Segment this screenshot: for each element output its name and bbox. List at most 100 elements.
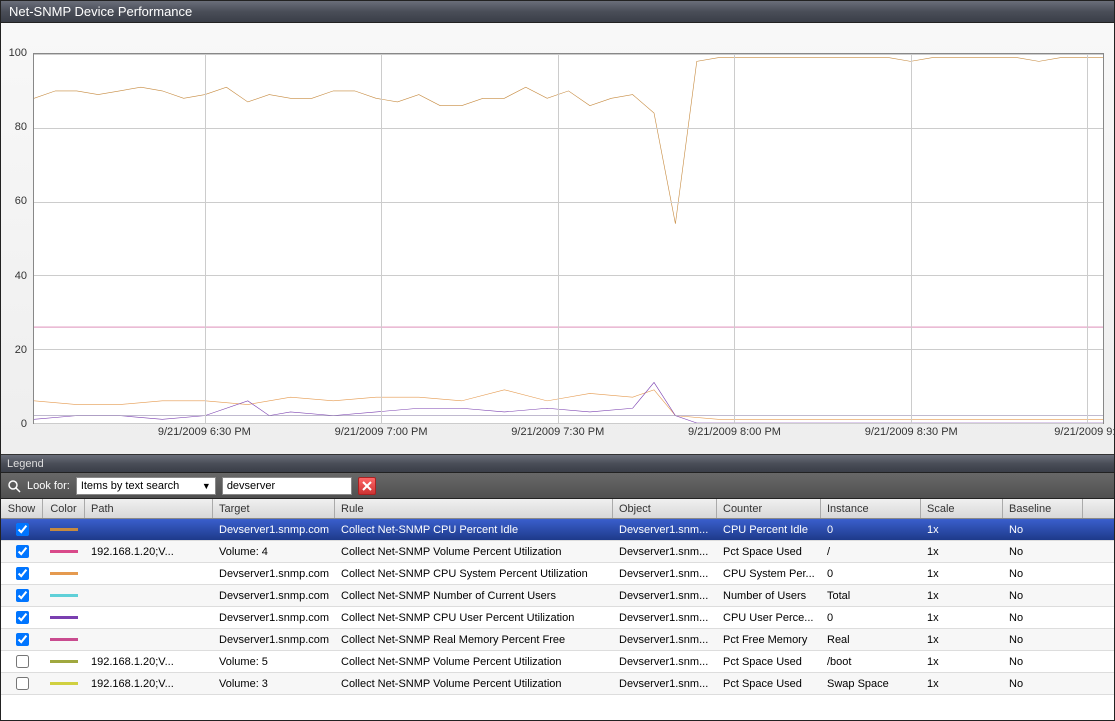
gridline bbox=[34, 423, 1103, 424]
cell-color bbox=[43, 592, 85, 599]
search-input[interactable] bbox=[222, 477, 352, 495]
show-checkbox[interactable] bbox=[16, 567, 29, 580]
show-checkbox[interactable] bbox=[16, 545, 29, 558]
color-swatch bbox=[50, 638, 78, 641]
y-tick-label: 0 bbox=[21, 418, 27, 430]
cell-scale: 1x bbox=[921, 566, 1003, 582]
cell-counter: CPU Percent Idle bbox=[717, 522, 821, 538]
th-object[interactable]: Object bbox=[613, 499, 717, 518]
cell-scale: 1x bbox=[921, 676, 1003, 692]
th-show[interactable]: Show bbox=[1, 499, 43, 518]
clear-search-button[interactable] bbox=[358, 477, 376, 495]
cell-rule: Collect Net-SNMP Real Memory Percent Fre… bbox=[335, 632, 613, 648]
cell-instance: / bbox=[821, 544, 921, 560]
chevron-down-icon: ▼ bbox=[202, 481, 211, 491]
cell-counter: Pct Free Memory bbox=[717, 632, 821, 648]
series-cpu-system bbox=[34, 390, 1103, 420]
table-row[interactable]: 192.168.1.20;V...Volume: 3Collect Net-SN… bbox=[1, 673, 1114, 695]
cell-scale: 1x bbox=[921, 632, 1003, 648]
gridline bbox=[34, 202, 1103, 203]
cell-path bbox=[85, 594, 213, 598]
legend-label: Legend bbox=[7, 458, 44, 470]
cell-object: Devserver1.snm... bbox=[613, 610, 717, 626]
cell-scale: 1x bbox=[921, 610, 1003, 626]
cell-object: Devserver1.snm... bbox=[613, 566, 717, 582]
cell-rule: Collect Net-SNMP CPU System Percent Util… bbox=[335, 566, 613, 582]
th-target[interactable]: Target bbox=[213, 499, 335, 518]
cell-color bbox=[43, 658, 85, 665]
table-row[interactable]: Devserver1.snmp.comCollect Net-SNMP Numb… bbox=[1, 585, 1114, 607]
gridline bbox=[34, 54, 1103, 55]
show-checkbox[interactable] bbox=[16, 589, 29, 602]
th-path[interactable]: Path bbox=[85, 499, 213, 518]
cell-baseline: No bbox=[1003, 676, 1083, 692]
table-row[interactable]: Devserver1.snmp.comCollect Net-SNMP CPU … bbox=[1, 563, 1114, 585]
cell-path bbox=[85, 528, 213, 532]
cell-instance: /boot bbox=[821, 654, 921, 670]
cell-target: Devserver1.snmp.com bbox=[213, 588, 335, 604]
cell-instance: Real bbox=[821, 632, 921, 648]
x-axis: 9/21/2009 6:30 PM9/21/2009 7:00 PM9/21/2… bbox=[33, 426, 1104, 444]
cell-color bbox=[43, 570, 85, 577]
th-baseline[interactable]: Baseline bbox=[1003, 499, 1083, 518]
search-select-value: Items by text search bbox=[81, 480, 179, 492]
cell-counter: Pct Space Used bbox=[717, 676, 821, 692]
cell-rule: Collect Net-SNMP Volume Percent Utilizat… bbox=[335, 654, 613, 670]
x-gridline bbox=[558, 54, 559, 423]
show-checkbox[interactable] bbox=[16, 523, 29, 536]
gridline bbox=[34, 275, 1103, 276]
th-rule[interactable]: Rule bbox=[335, 499, 613, 518]
y-tick-label: 100 bbox=[9, 47, 27, 59]
x-tick-label: 9/21/2009 7:00 PM bbox=[335, 426, 428, 438]
cell-target: Devserver1.snmp.com bbox=[213, 566, 335, 582]
y-tick-label: 40 bbox=[15, 270, 27, 282]
show-checkbox[interactable] bbox=[16, 633, 29, 646]
th-scale[interactable]: Scale bbox=[921, 499, 1003, 518]
table-header: Show Color Path Target Rule Object Count… bbox=[1, 499, 1114, 519]
table-row[interactable]: Devserver1.snmp.comCollect Net-SNMP CPU … bbox=[1, 519, 1114, 541]
cell-object: Devserver1.snm... bbox=[613, 544, 717, 560]
cell-scale: 1x bbox=[921, 654, 1003, 670]
cell-instance: Total bbox=[821, 588, 921, 604]
x-gridline bbox=[911, 54, 912, 423]
x-gridline bbox=[734, 54, 735, 423]
color-swatch bbox=[50, 550, 78, 553]
chart-plot bbox=[33, 53, 1104, 424]
table-row[interactable]: Devserver1.snmp.comCollect Net-SNMP Real… bbox=[1, 629, 1114, 651]
x-tick-label: 9/21/2009 8:30 PM bbox=[865, 426, 958, 438]
cell-path bbox=[85, 572, 213, 576]
cell-baseline: No bbox=[1003, 566, 1083, 582]
show-checkbox[interactable] bbox=[16, 677, 29, 690]
th-instance[interactable]: Instance bbox=[821, 499, 921, 518]
look-for-label: Look for: bbox=[27, 480, 70, 492]
table-row[interactable]: 192.168.1.20;V...Volume: 5Collect Net-SN… bbox=[1, 651, 1114, 673]
color-swatch bbox=[50, 682, 78, 685]
legend-table: Show Color Path Target Rule Object Count… bbox=[1, 499, 1114, 720]
cell-rule: Collect Net-SNMP Volume Percent Utilizat… bbox=[335, 676, 613, 692]
th-color[interactable]: Color bbox=[43, 499, 85, 518]
cell-baseline: No bbox=[1003, 522, 1083, 538]
cell-baseline: No bbox=[1003, 588, 1083, 604]
x-tick-label: 9/21/2009 7:30 PM bbox=[511, 426, 604, 438]
color-swatch bbox=[50, 572, 78, 575]
cell-rule: Collect Net-SNMP CPU Percent Idle bbox=[335, 522, 613, 538]
cell-rule: Collect Net-SNMP Volume Percent Utilizat… bbox=[335, 544, 613, 560]
cell-baseline: No bbox=[1003, 544, 1083, 560]
cell-show bbox=[1, 543, 43, 560]
cell-color bbox=[43, 548, 85, 555]
x-gridline bbox=[381, 54, 382, 423]
series-cpu-user bbox=[34, 382, 1103, 423]
search-type-select[interactable]: Items by text search ▼ bbox=[76, 477, 216, 495]
cell-object: Devserver1.snm... bbox=[613, 676, 717, 692]
cell-target: Volume: 3 bbox=[213, 676, 335, 692]
table-row[interactable]: Devserver1.snmp.comCollect Net-SNMP CPU … bbox=[1, 607, 1114, 629]
window-title: Net-SNMP Device Performance bbox=[9, 4, 192, 19]
show-checkbox[interactable] bbox=[16, 655, 29, 668]
y-tick-label: 60 bbox=[15, 195, 27, 207]
cell-rule: Collect Net-SNMP Number of Current Users bbox=[335, 588, 613, 604]
cell-show bbox=[1, 587, 43, 604]
cell-show bbox=[1, 521, 43, 538]
show-checkbox[interactable] bbox=[16, 611, 29, 624]
th-counter[interactable]: Counter bbox=[717, 499, 821, 518]
table-row[interactable]: 192.168.1.20;V...Volume: 4Collect Net-SN… bbox=[1, 541, 1114, 563]
